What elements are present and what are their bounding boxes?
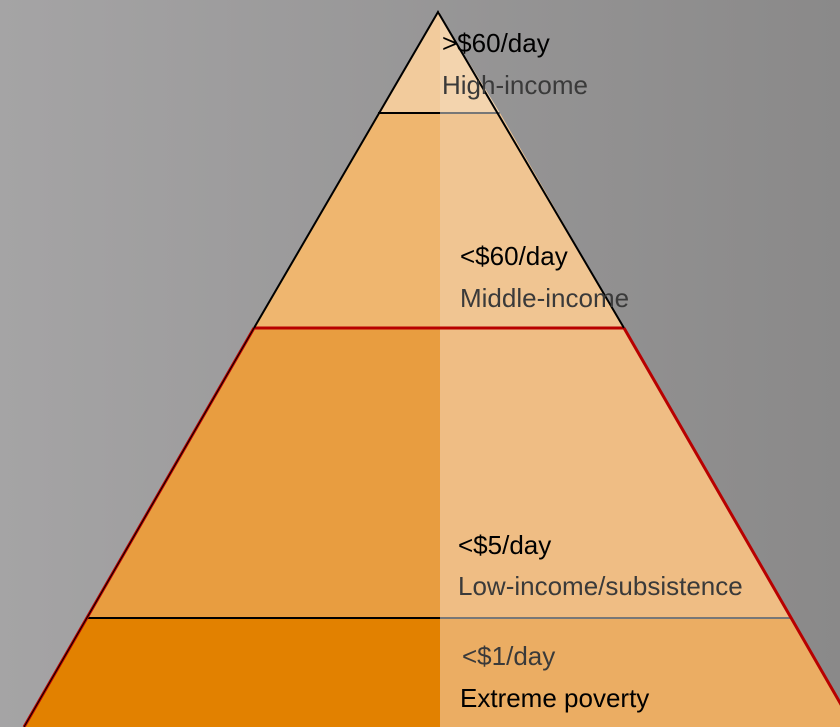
- band-middle-left: [254, 113, 440, 328]
- tier-price: <$5/day: [458, 530, 551, 560]
- band-middle-right: [440, 113, 624, 328]
- tier-label: Extreme poverty: [460, 683, 649, 713]
- outline: [622, 327, 840, 706]
- outline: [253, 10, 625, 329]
- outline: [23, 327, 255, 727]
- tier-price: <$1/day: [462, 641, 555, 671]
- tier-price: >$60/day: [442, 28, 550, 58]
- band-extreme-right: [440, 618, 840, 727]
- band-low-left: [87, 328, 440, 618]
- tier-label: Middle-income: [460, 283, 629, 313]
- tier-price: <$60/day: [460, 241, 568, 271]
- tier-label: Low-income/subsistence: [458, 571, 743, 601]
- band-extreme-left: [24, 618, 440, 727]
- tier-label: High-income: [442, 70, 588, 100]
- band-low-right: [440, 328, 791, 618]
